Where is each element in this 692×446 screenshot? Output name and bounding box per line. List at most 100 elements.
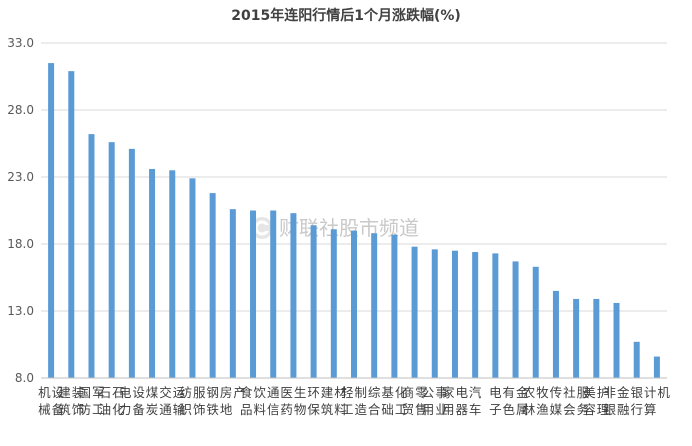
- x-tick-char: 会: [563, 402, 576, 417]
- bar: [573, 298, 580, 378]
- x-tick-char: 物: [294, 402, 307, 417]
- x-tick-char: 事: [435, 385, 448, 400]
- x-tick-char: 用: [442, 402, 455, 417]
- x-tick-char: 设: [52, 385, 65, 400]
- x-tick-char: 化: [395, 385, 408, 400]
- x-tick-char: 护: [597, 385, 610, 400]
- x-tick-char: 备: [52, 402, 65, 417]
- x-tick-char: 电: [119, 385, 132, 400]
- bar: [532, 266, 539, 378]
- x-tick-char: 饰: [193, 402, 206, 417]
- x-tick-char: 化: [112, 402, 125, 417]
- x-tick-char: 通: [159, 402, 172, 417]
- bar: [189, 178, 196, 378]
- x-tick-char: 建: [58, 385, 71, 400]
- x-tick-char: 工: [341, 402, 354, 417]
- bar: [310, 225, 317, 378]
- x-tick-label: 环保: [307, 385, 320, 417]
- x-tick-char: 综: [368, 385, 381, 400]
- x-tick-char: 公: [422, 385, 435, 400]
- bar: [411, 246, 418, 378]
- bar: [593, 298, 600, 378]
- y-tick-label: 18.0: [7, 237, 34, 251]
- bar: [88, 134, 95, 378]
- x-tick-char: 建: [321, 385, 334, 400]
- x-tick-char: 贸: [402, 402, 415, 417]
- x-tick-char: 军: [92, 385, 105, 400]
- x-tick-char: 工: [395, 402, 408, 417]
- x-tick-label: 房地产: [220, 385, 246, 417]
- bar: [290, 213, 297, 378]
- x-tick-char: 电: [489, 385, 502, 400]
- x-tick-char: 铁: [206, 402, 219, 417]
- x-tick-char: 基: [381, 385, 394, 400]
- bar: [451, 250, 458, 378]
- x-tick-char: 运: [173, 385, 186, 400]
- x-tick-char: 品: [240, 402, 253, 417]
- x-tick-char: 输: [173, 402, 186, 417]
- x-tick-char: 设: [132, 385, 145, 400]
- x-tick-char: 金: [516, 385, 529, 400]
- x-tick-label: 钢铁: [206, 385, 219, 417]
- x-tick-char: 器: [455, 402, 468, 417]
- x-tick-char: 房: [220, 385, 233, 400]
- bar: [169, 170, 176, 378]
- x-tick-char: 务: [577, 402, 590, 417]
- x-tick-char: 电: [455, 385, 468, 400]
- x-tick-char: 交: [159, 385, 172, 400]
- x-tick-char: 炭: [146, 402, 159, 417]
- watermark-text: 财联社股市频道: [279, 216, 419, 240]
- x-tick-char: 防: [78, 402, 91, 417]
- x-tick-char: 零: [415, 385, 428, 400]
- x-tick-label: 汽车: [469, 385, 482, 417]
- x-tick-char: 属: [516, 402, 529, 417]
- x-tick-char: 通: [267, 385, 280, 400]
- x-tick-char: 饮: [254, 385, 267, 400]
- y-tick-label: 28.0: [7, 103, 34, 117]
- y-tick-label: 13.0: [7, 304, 34, 318]
- x-tick-char: 社: [563, 385, 576, 400]
- x-tick-char: 产: [233, 385, 246, 400]
- bar: [512, 261, 519, 378]
- x-tick-char: 织: [179, 402, 192, 417]
- x-tick-char: 银: [630, 385, 643, 400]
- bar: [68, 71, 75, 378]
- x-tick-char: 煤: [146, 385, 159, 400]
- x-tick-char: 国: [78, 385, 91, 400]
- bar: [633, 341, 640, 378]
- x-tick-char: 油: [99, 402, 112, 417]
- bar: [653, 356, 660, 378]
- x-tick-char: 媒: [550, 402, 563, 417]
- x-tick-char: 汽: [469, 385, 482, 400]
- x-tick-char: 地: [220, 402, 233, 417]
- x-tick-char: 业: [435, 402, 448, 417]
- x-tick-label: 电子: [489, 385, 502, 417]
- x-tick-char: 传: [550, 385, 563, 400]
- x-tick-char: 林: [523, 402, 536, 417]
- x-tick-char: 材: [334, 385, 347, 400]
- x-tick-label: 计算机: [644, 385, 671, 417]
- x-tick-char: 行: [630, 402, 643, 417]
- y-axis: 8.0 13.0 18.0 23.0 28.0 33.0: [7, 36, 34, 385]
- bar: [431, 249, 438, 378]
- bar: [613, 302, 620, 378]
- x-tick-char: 础: [381, 402, 394, 417]
- x-tick-char: 商: [402, 385, 415, 400]
- bar: [472, 252, 479, 378]
- x-tick-char: 非: [604, 385, 617, 400]
- x-tick-char: 石: [112, 385, 125, 400]
